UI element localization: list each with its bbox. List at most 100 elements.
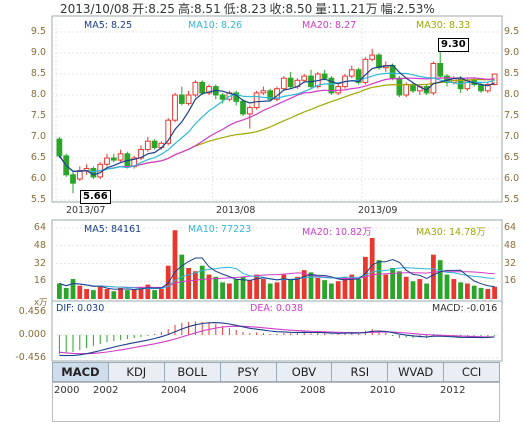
volume-bar xyxy=(390,267,395,299)
tab-macd[interactable]: MACD xyxy=(53,363,109,381)
candle-body xyxy=(410,84,416,92)
candle-body xyxy=(478,84,484,92)
year-2006: 2006 xyxy=(233,385,259,396)
candle-body xyxy=(240,100,246,115)
date-label-sep: 2013/09 xyxy=(358,205,398,216)
volume-ma5-line xyxy=(59,257,495,291)
candle-body xyxy=(328,77,335,94)
candles xyxy=(56,40,498,194)
candle-body xyxy=(206,86,212,94)
volume-bar xyxy=(145,284,151,299)
volume-tick-right: 32 xyxy=(504,257,517,269)
quote-change: 幅:2.53% xyxy=(380,2,435,16)
price-tick-right: 7.0 xyxy=(504,131,520,142)
year-2010: 2010 xyxy=(370,385,396,396)
price-tick-left: 6.5 xyxy=(30,152,46,163)
volume-tick-left: 16 xyxy=(33,275,46,287)
price-tick-left: 9.5 xyxy=(30,26,46,37)
candle-body xyxy=(117,153,124,161)
price-ma5-line xyxy=(58,64,495,176)
volume-bar xyxy=(329,283,334,299)
volume-bar xyxy=(213,276,219,299)
candle-body xyxy=(267,90,274,100)
volume-bar xyxy=(478,287,484,299)
high-callout: 9.30 xyxy=(438,38,469,52)
price-tick-right: 7.5 xyxy=(504,110,520,121)
legend-ma30: MA30: 8.33 xyxy=(416,20,471,31)
quote-date: 2013/10/08 xyxy=(60,2,130,16)
volume-bar xyxy=(342,276,348,299)
volume-bar xyxy=(233,279,239,299)
candle-body xyxy=(199,81,206,94)
volume-bar xyxy=(322,280,327,299)
volume-bar xyxy=(444,274,450,299)
volume-bar xyxy=(131,289,137,299)
indicator-tabs: MACD KDJ BOLL PSY OBV RSI WVAD CCI xyxy=(52,362,500,382)
volume-bar xyxy=(485,289,491,299)
volume-bar xyxy=(261,279,266,299)
price-panel-frame xyxy=(51,15,503,203)
volume-bar xyxy=(301,270,307,299)
volume-tick-left: 64 xyxy=(33,222,46,233)
volume-bar xyxy=(281,274,287,299)
candle-body xyxy=(76,170,83,180)
tab-rsi[interactable]: RSI xyxy=(332,363,389,381)
date-label-aug: 2013/08 xyxy=(216,205,256,216)
ma-lines xyxy=(58,64,495,176)
volume-bar xyxy=(172,230,178,299)
volume-bar xyxy=(254,274,259,299)
tab-psy[interactable]: PSY xyxy=(221,363,277,381)
volume-bar xyxy=(363,256,368,299)
tab-wvad[interactable]: WVAD xyxy=(388,363,445,381)
volume-bar xyxy=(471,285,477,299)
candle-body xyxy=(369,54,376,60)
price-tick-left: 7.5 xyxy=(30,110,46,121)
candle-body xyxy=(70,174,76,184)
candle-body xyxy=(90,168,97,178)
year-2008: 2008 xyxy=(300,385,326,396)
year-2004: 2004 xyxy=(161,385,187,396)
quote-low: 低:8.23 xyxy=(223,2,267,16)
vol-legend-ma20: MA20: 10.82万 xyxy=(302,227,372,238)
macd-dif-line xyxy=(59,322,495,357)
volume-tick-left: 32 xyxy=(33,257,46,269)
volume-bar xyxy=(437,260,443,299)
candle-body xyxy=(287,77,294,88)
candle-body xyxy=(301,75,308,81)
candle-body xyxy=(192,81,199,96)
candle-body xyxy=(348,69,355,77)
candle-body xyxy=(56,138,63,157)
candle-body xyxy=(376,54,382,69)
price-tick-right: 9.5 xyxy=(504,26,520,37)
volume-bar xyxy=(410,281,416,299)
timeline-navigator[interactable] xyxy=(52,382,500,422)
price-tick-right: 6.5 xyxy=(504,152,520,163)
macd-dea-line xyxy=(59,325,495,355)
macd-legend-dea: DEA: 0.038 xyxy=(250,303,304,314)
volume-bar xyxy=(458,282,463,299)
candle-body xyxy=(172,94,178,121)
tab-boll[interactable]: BOLL xyxy=(165,363,221,381)
tab-cci[interactable]: CCI xyxy=(461,365,482,379)
year-2000: 2000 xyxy=(54,385,80,396)
volume-tick-right: 64 xyxy=(504,222,517,233)
year-2002: 2002 xyxy=(93,385,119,396)
macd-tick: -0.456 xyxy=(15,352,46,363)
low-callout: 5.66 xyxy=(80,190,111,204)
volume-bar xyxy=(308,272,314,299)
price-tick-right: 9.0 xyxy=(504,47,520,58)
tab-kdj[interactable]: KDJ xyxy=(109,363,165,381)
date-label-jul: 2013/07 xyxy=(66,205,106,216)
volume-bar xyxy=(63,287,69,299)
vol-legend-ma30: MA30: 14.78万 xyxy=(416,227,486,238)
quote-volume: 量:11.21万 xyxy=(315,2,378,16)
volume-bar xyxy=(397,271,402,299)
volume-bar xyxy=(193,271,198,299)
volume-unit: x万 xyxy=(34,298,48,308)
volume-bar xyxy=(356,279,361,299)
year-2012: 2012 xyxy=(440,385,466,396)
tab-obv[interactable]: OBV xyxy=(277,363,333,381)
legend-ma5: MA5: 8.25 xyxy=(84,20,133,31)
volume-bar xyxy=(335,281,341,299)
candle-body xyxy=(110,157,117,161)
